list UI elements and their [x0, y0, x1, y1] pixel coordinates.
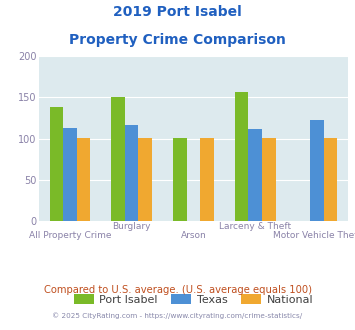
Bar [138, 138, 152, 221]
Text: 2019 Port Isabel: 2019 Port Isabel [113, 5, 242, 19]
Text: Property Crime Comparison: Property Crime Comparison [69, 33, 286, 47]
Legend: Port Isabel, Texas, National: Port Isabel, Texas, National [70, 289, 317, 309]
Bar [310, 120, 324, 221]
Bar [324, 138, 337, 221]
Bar [262, 138, 275, 221]
Bar [200, 138, 214, 221]
Bar [111, 96, 125, 221]
Bar [50, 107, 63, 221]
Text: All Property Crime: All Property Crime [29, 231, 111, 240]
Bar [125, 125, 138, 221]
Bar [173, 138, 187, 221]
Text: Motor Vehicle Theft: Motor Vehicle Theft [273, 231, 355, 240]
Bar [77, 138, 90, 221]
Text: Burglary: Burglary [113, 222, 151, 231]
Bar [235, 91, 248, 221]
Text: Arson: Arson [181, 231, 206, 240]
Text: Compared to U.S. average. (U.S. average equals 100): Compared to U.S. average. (U.S. average … [44, 285, 311, 295]
Text: Larceny & Theft: Larceny & Theft [219, 222, 291, 231]
Text: © 2025 CityRating.com - https://www.cityrating.com/crime-statistics/: © 2025 CityRating.com - https://www.city… [53, 312, 302, 318]
Bar [248, 129, 262, 221]
Bar [63, 128, 77, 221]
